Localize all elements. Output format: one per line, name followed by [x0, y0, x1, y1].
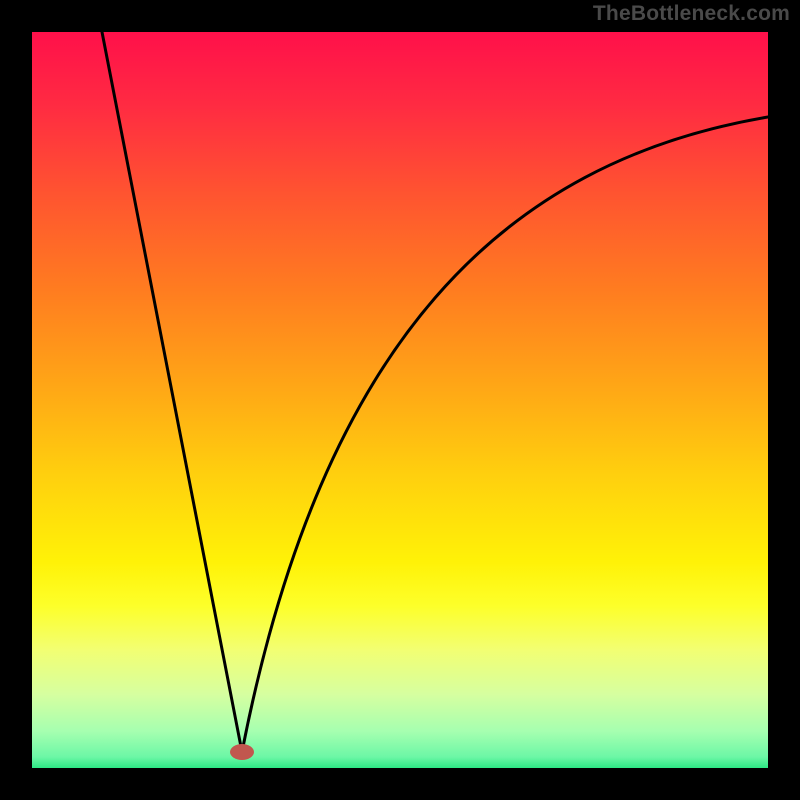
curve-layer: [32, 32, 768, 768]
min-marker: [230, 744, 254, 760]
plot-area: [32, 32, 768, 768]
bottleneck-curve: [102, 32, 768, 752]
chart-frame: TheBottleneck.com: [0, 0, 800, 800]
watermark-text: TheBottleneck.com: [593, 2, 790, 26]
